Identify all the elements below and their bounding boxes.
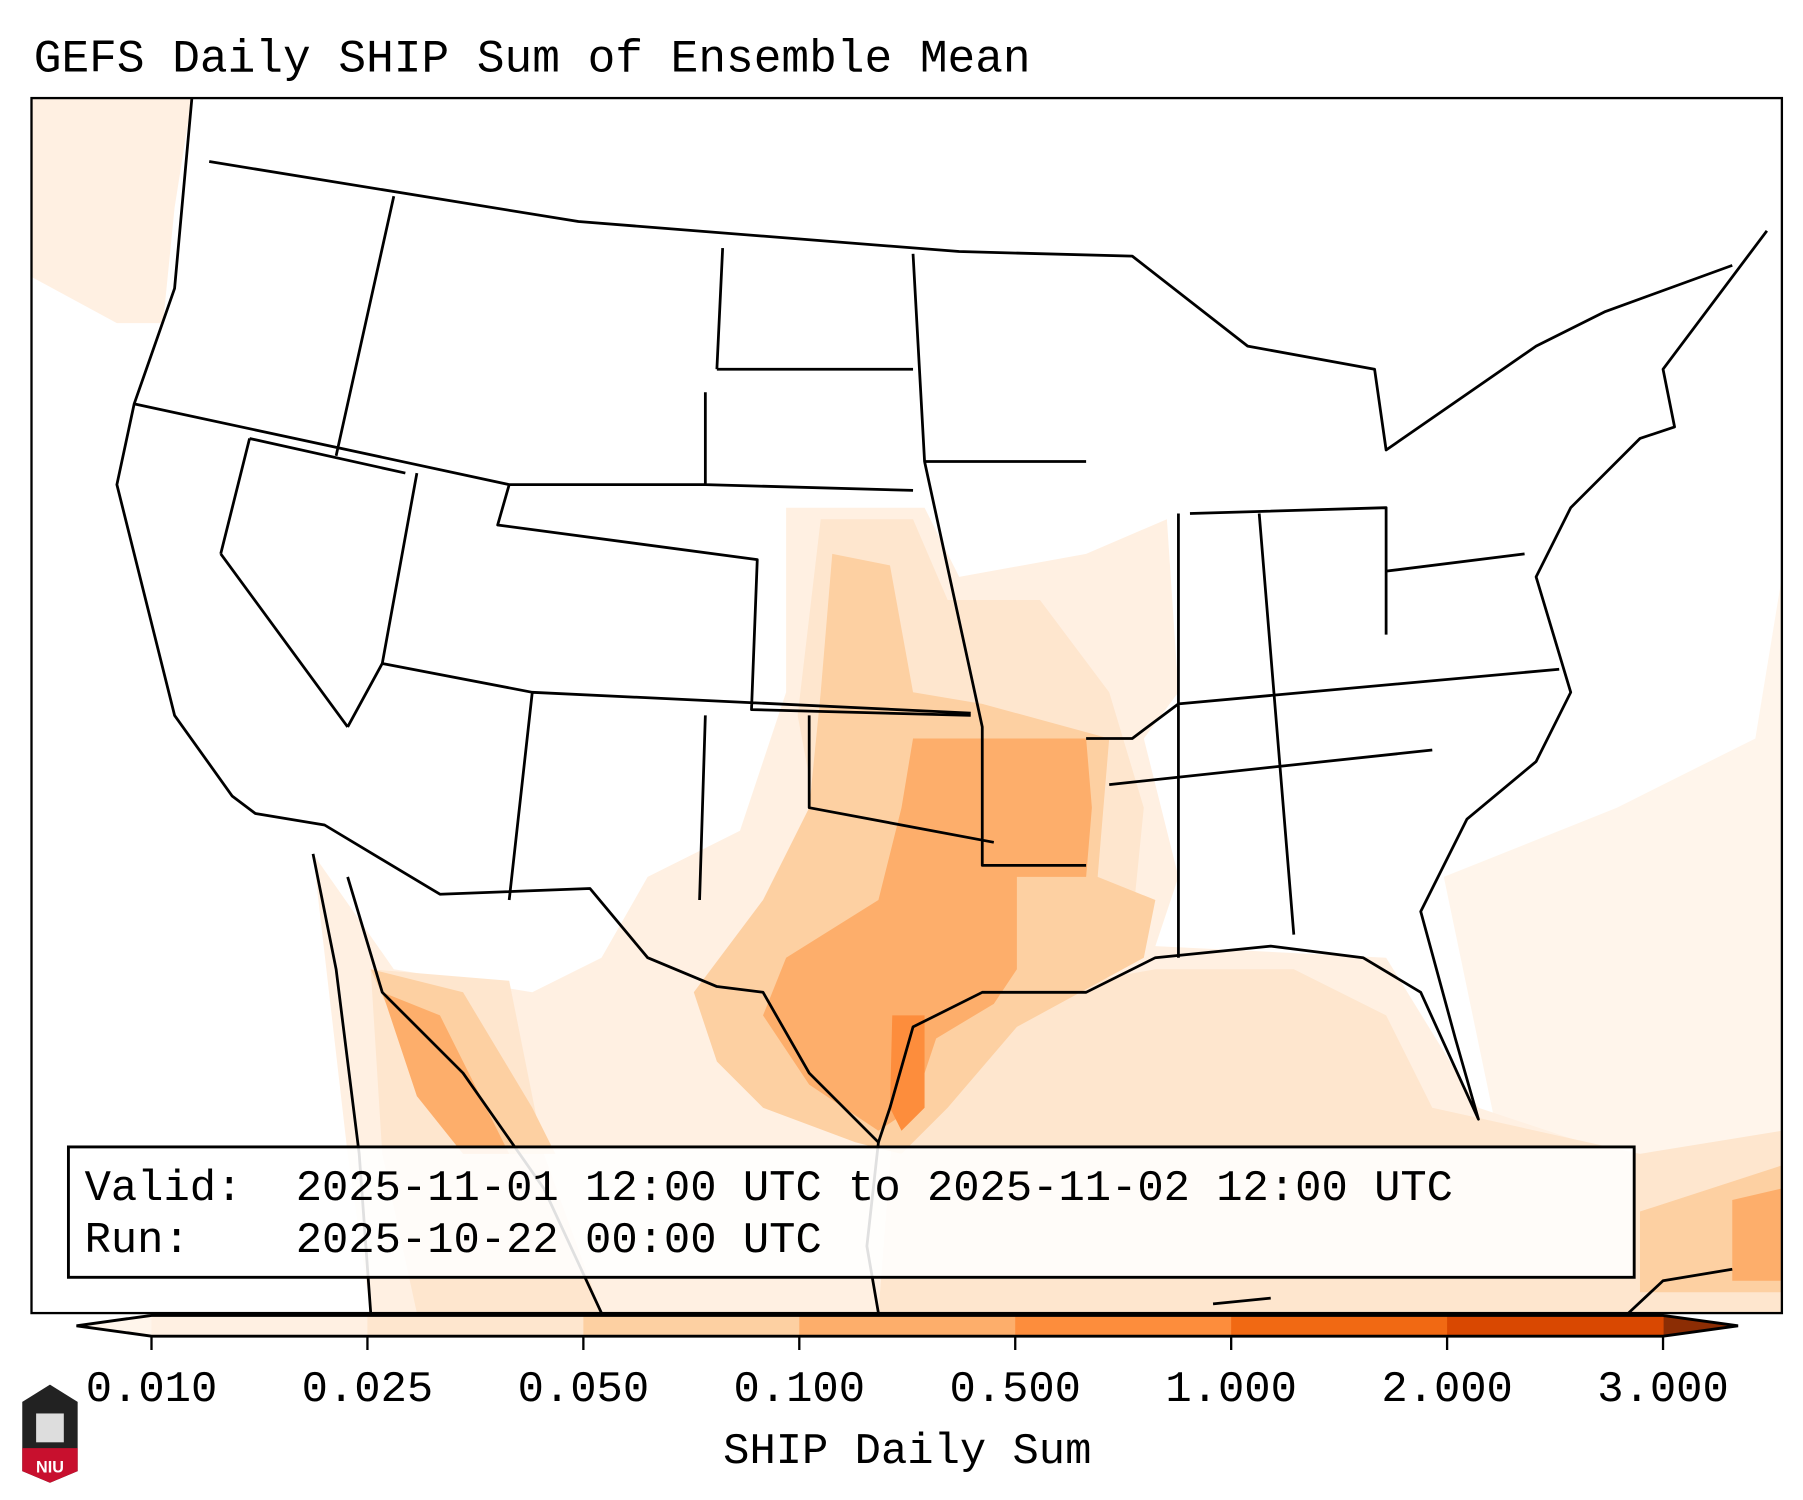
colorbar-segment	[799, 1315, 1016, 1337]
colorbar-tick-label: 0.025	[302, 1366, 434, 1415]
map-panel	[30, 96, 1784, 1315]
colorbar-segment	[1231, 1315, 1448, 1337]
run-label: Run:	[85, 1217, 190, 1266]
colorbar-segment	[583, 1315, 800, 1337]
colorbar-label: SHIP Daily Sum	[723, 1428, 1091, 1477]
colorbar-tick-label: 1.000	[1165, 1366, 1297, 1415]
canada-border	[208, 160, 1733, 452]
run-value: 2025-10-22 00:00 UTC	[296, 1217, 822, 1266]
colorbar-tick-label: 0.050	[518, 1366, 650, 1415]
niu-logo: NIU	[22, 1384, 78, 1483]
shade-mexico-core	[382, 992, 510, 1154]
colorbar-tick-label: 0.500	[949, 1366, 1081, 1415]
colorbar-segment	[1015, 1315, 1232, 1337]
shade-pacific	[31, 98, 192, 324]
colorbar-segment	[151, 1315, 369, 1337]
colorbar: 0.010 0.025 0.050 0.100 0.500 1.000 2.000 3.000	[76, 1313, 1739, 1415]
colorbar-tick-label: 2.000	[1381, 1366, 1513, 1415]
shade-atlantic	[1443, 576, 1782, 1200]
shade-texas-core	[763, 738, 1092, 1131]
valid-label: Valid:	[85, 1165, 243, 1214]
shade-caribbean-core	[1732, 1188, 1782, 1281]
info-box: Valid: 2025-11-01 12:00 UTC to 2025-11-0…	[66, 1145, 1636, 1279]
colorbar-segment	[1447, 1315, 1664, 1337]
colorbar-tick-label: 0.100	[734, 1366, 866, 1415]
colorbar-tick-label: 3.000	[1597, 1366, 1729, 1415]
state-lines	[133, 195, 1560, 958]
map-title: GEFS Daily SHIP Sum of Ensemble Mean	[34, 34, 1031, 86]
valid-value: 2025-11-01 12:00 UTC to 2025-11-02 12:00…	[296, 1165, 1453, 1214]
cuba-coast	[1212, 1267, 1733, 1314]
colorbar-under-extend	[76, 1315, 152, 1337]
ship-shading	[31, 98, 1782, 1314]
colorbar-over-extend	[1663, 1315, 1739, 1337]
conus-outline	[115, 98, 1768, 1144]
shade-texas-max	[889, 1015, 925, 1131]
colorbar-segment	[367, 1315, 584, 1337]
logo-text: NIU	[36, 1458, 64, 1476]
colorbar-tick-label: 0.010	[86, 1366, 218, 1415]
map-frame	[30, 96, 1784, 1315]
